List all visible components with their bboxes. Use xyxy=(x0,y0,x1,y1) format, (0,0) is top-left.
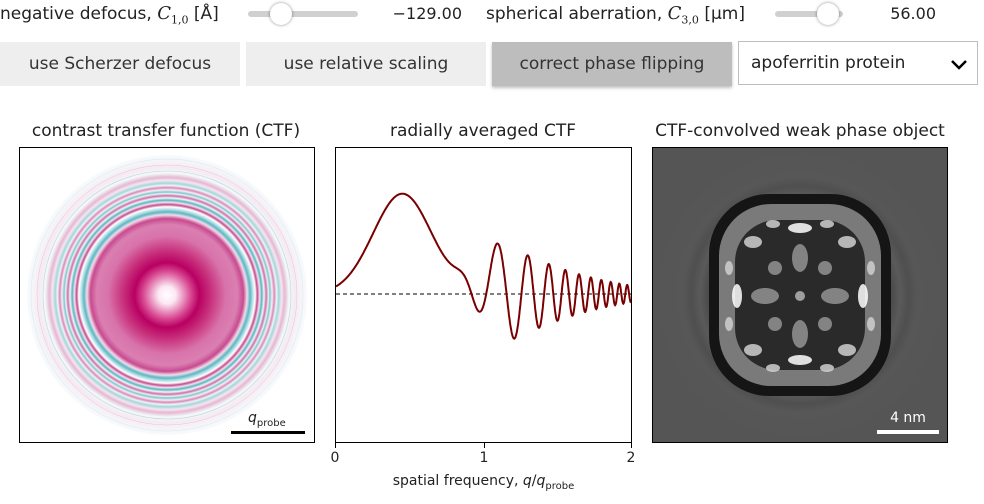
x-axis-q: q xyxy=(522,473,532,489)
aberration-value: 56.00 xyxy=(890,4,936,23)
x-tick-label-2: 2 xyxy=(626,450,636,466)
specimen-select[interactable]: apoferritin protein xyxy=(738,41,978,85)
x-tick-label-0: 0 xyxy=(330,450,340,466)
aberration-symbol-sub: 3,0 xyxy=(681,13,699,27)
nm-scale-bar-label: 4 nm xyxy=(890,410,926,426)
aberration-unit: [μm] xyxy=(704,4,745,24)
ctf-curve-series xyxy=(336,192,631,340)
x-axis-label: spatial frequency, q/qprobe xyxy=(335,473,632,492)
aberration-label-text: spherical aberration, xyxy=(486,4,668,24)
defocus-symbol-sub: 1,0 xyxy=(170,13,189,27)
aberration-slider-handle[interactable] xyxy=(817,3,839,25)
x-tick-label-1: 1 xyxy=(479,450,489,466)
specimen-select-value: apoferritin protein xyxy=(751,53,906,73)
x-axis-q2: q xyxy=(536,473,546,489)
defocus-slider[interactable] xyxy=(248,3,358,25)
ctf-image xyxy=(20,148,314,442)
aberration-slider[interactable] xyxy=(775,3,843,25)
x-axis-sub: probe xyxy=(545,480,575,492)
x-axis-sep: / xyxy=(531,473,537,489)
wpo-image xyxy=(653,148,947,442)
defocus-slider-track[interactable] xyxy=(248,11,358,17)
radial-ctf-plot xyxy=(336,192,631,340)
nm-scale-bar xyxy=(877,430,939,434)
wpo-panel-title: CTF-convolved weak phase object xyxy=(655,121,945,141)
defocus-value: −129.00 xyxy=(392,4,462,23)
relative-scaling-button[interactable]: use relative scaling xyxy=(246,42,486,86)
defocus-unit: [Å] xyxy=(193,4,219,24)
defocus-label: negative defocus, C1,0 [Å] xyxy=(0,0,219,34)
chevron-down-icon xyxy=(951,60,967,70)
radial-ctf-chart[interactable] xyxy=(335,147,632,443)
defocus-symbol: C xyxy=(157,3,171,24)
protein-texture xyxy=(725,220,875,372)
aberration-label: spherical aberration, C3,0 [μm] xyxy=(486,0,745,34)
ctf-panel-title: contrast transfer function (CTF) xyxy=(31,121,301,141)
ctf-panel[interactable]: qprobe xyxy=(19,147,315,443)
q-scale-bar xyxy=(231,431,305,434)
q-scale-sub: probe xyxy=(256,417,286,429)
x-tick-mark-2 xyxy=(631,443,632,448)
q-scale-symbol: q xyxy=(248,410,257,426)
phase-flipping-button[interactable]: correct phase flipping xyxy=(492,42,732,86)
aberration-slider-track[interactable] xyxy=(775,11,843,17)
aberration-symbol: C xyxy=(667,3,682,24)
defocus-label-text: negative defocus, xyxy=(0,4,158,24)
scherzer-defocus-button[interactable]: use Scherzer defocus xyxy=(0,42,240,86)
wpo-panel[interactable]: 4 nm xyxy=(652,147,948,443)
x-tick-mark-1 xyxy=(484,443,485,448)
radial-panel-title: radially averaged CTF xyxy=(389,121,577,141)
x-axis-label-text: spatial frequency, xyxy=(392,473,523,489)
q-scale-bar-label: qprobe xyxy=(248,410,286,429)
x-tick-mark-0 xyxy=(335,443,336,448)
defocus-slider-handle[interactable] xyxy=(270,3,292,25)
